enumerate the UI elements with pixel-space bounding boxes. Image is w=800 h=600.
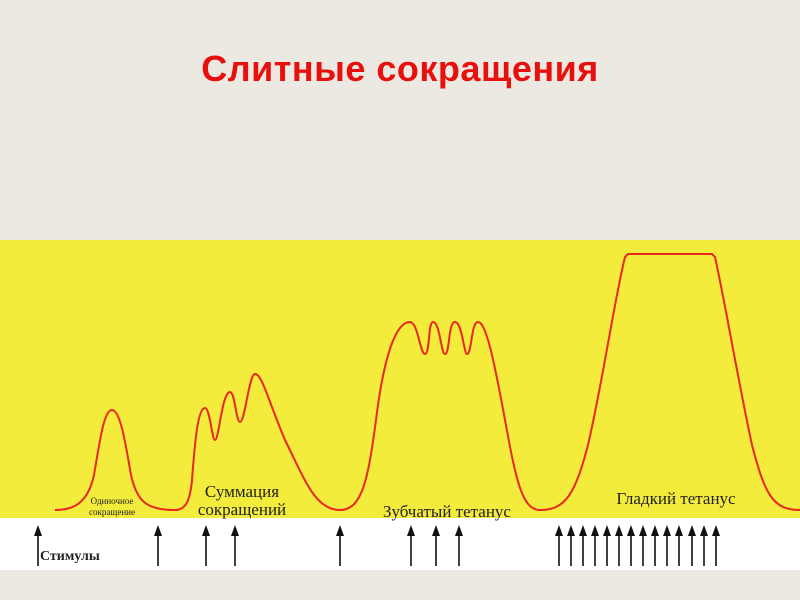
stimulus-arrow xyxy=(34,525,42,566)
stimulus-arrows xyxy=(34,525,720,566)
stimulus-arrow xyxy=(700,525,708,566)
serrated-tetanus-label: Зубчатый тетанус xyxy=(383,502,511,521)
single-contraction-curve xyxy=(54,408,176,511)
summation-label-line1: Суммация xyxy=(205,482,279,501)
stimulus-arrow xyxy=(455,525,463,566)
stimulus-arrow xyxy=(555,525,563,566)
stimulus-arrow xyxy=(651,525,659,566)
stimulus-arrow xyxy=(202,525,210,566)
stimulus-arrow xyxy=(675,525,683,566)
stimulus-strip xyxy=(0,518,800,570)
stimulus-arrow xyxy=(712,525,720,566)
single-contraction-label-line1: Одиночное xyxy=(91,496,134,506)
serrated-tetanus-curve xyxy=(339,320,541,511)
single-contraction-label-line2: сокращение xyxy=(89,507,135,517)
stimulus-arrow xyxy=(603,525,611,566)
stimulus-arrow xyxy=(688,525,696,566)
stimulus-arrow xyxy=(639,525,647,566)
stimulus-arrow xyxy=(154,525,162,566)
contraction-diagram: Одиночное сокращение Суммация сокращений… xyxy=(0,240,800,570)
slide-title: Слитные сокращения xyxy=(201,48,599,89)
stimulus-arrow xyxy=(336,525,344,566)
stimulus-arrow xyxy=(231,525,239,566)
stimulus-arrow xyxy=(567,525,575,566)
stimulus-arrow xyxy=(407,525,415,566)
summation-curve xyxy=(174,372,341,511)
smooth-tetanus-curve xyxy=(539,253,800,511)
summation-label-line2: сокращений xyxy=(198,500,286,519)
plot-area xyxy=(0,240,800,518)
smooth-tetanus-label: Гладкий тетанус xyxy=(616,489,736,508)
stimulus-arrow xyxy=(579,525,587,566)
stimulus-arrow xyxy=(591,525,599,566)
stimuli-label: Стимулы xyxy=(40,549,100,564)
stimulus-arrow xyxy=(663,525,671,566)
stimulus-arrow xyxy=(432,525,440,566)
stimulus-arrow xyxy=(615,525,623,566)
stimulus-arrow xyxy=(627,525,635,566)
